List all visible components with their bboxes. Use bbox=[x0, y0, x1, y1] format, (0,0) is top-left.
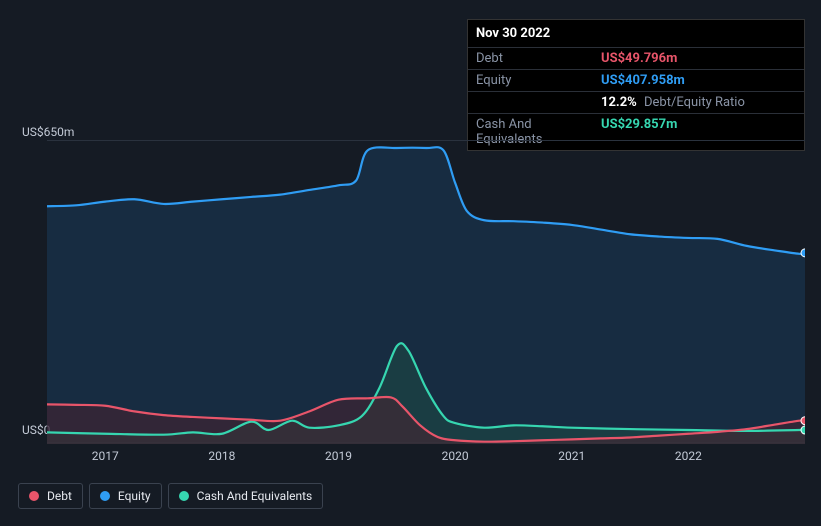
x-axis-tick-label: 2017 bbox=[92, 449, 119, 463]
legend-item-equity[interactable]: Equity bbox=[89, 483, 162, 509]
tooltip-row-ratio: 12.2% Debt/Equity Ratio bbox=[468, 92, 804, 114]
tooltip-label bbox=[476, 95, 601, 110]
legend-swatch bbox=[179, 491, 189, 501]
tooltip-label: Debt bbox=[476, 51, 601, 66]
tooltip-date: Nov 30 2022 bbox=[468, 20, 804, 48]
chart-plot-area[interactable] bbox=[47, 140, 805, 443]
tooltip-extra: Debt/Equity Ratio bbox=[644, 95, 745, 110]
tooltip-row-debt: Debt US$49.796m bbox=[468, 48, 804, 70]
tooltip-row-equity: Equity US$407.958m bbox=[468, 70, 804, 92]
legend-swatch bbox=[29, 491, 39, 501]
y-axis-max-label: US$650m bbox=[22, 125, 74, 139]
legend-label: Equity bbox=[118, 489, 151, 503]
chart-svg bbox=[47, 141, 805, 444]
tooltip-value: 12.2% bbox=[601, 95, 637, 110]
legend: Debt Equity Cash And Equivalents bbox=[18, 483, 323, 509]
x-axis-tick-label: 2021 bbox=[558, 449, 585, 463]
tooltip-label: Equity bbox=[476, 73, 601, 88]
legend-swatch bbox=[100, 491, 110, 501]
x-axis: 2017 2018 2019 2020 2021 2022 bbox=[47, 449, 805, 467]
tooltip-value: US$49.796m bbox=[601, 51, 677, 66]
x-axis-tick-label: 2018 bbox=[208, 449, 235, 463]
hover-tooltip: Nov 30 2022 Debt US$49.796m Equity US$40… bbox=[467, 19, 805, 151]
legend-item-cash[interactable]: Cash And Equivalents bbox=[168, 483, 324, 509]
legend-label: Debt bbox=[47, 489, 72, 503]
legend-label: Cash And Equivalents bbox=[197, 489, 313, 503]
legend-item-debt[interactable]: Debt bbox=[18, 483, 83, 509]
x-axis-tick-label: 2022 bbox=[675, 449, 702, 463]
x-axis-tick-label: 2019 bbox=[325, 449, 352, 463]
x-axis-tick-label: 2020 bbox=[442, 449, 469, 463]
tooltip-value: US$407.958m bbox=[601, 73, 685, 88]
